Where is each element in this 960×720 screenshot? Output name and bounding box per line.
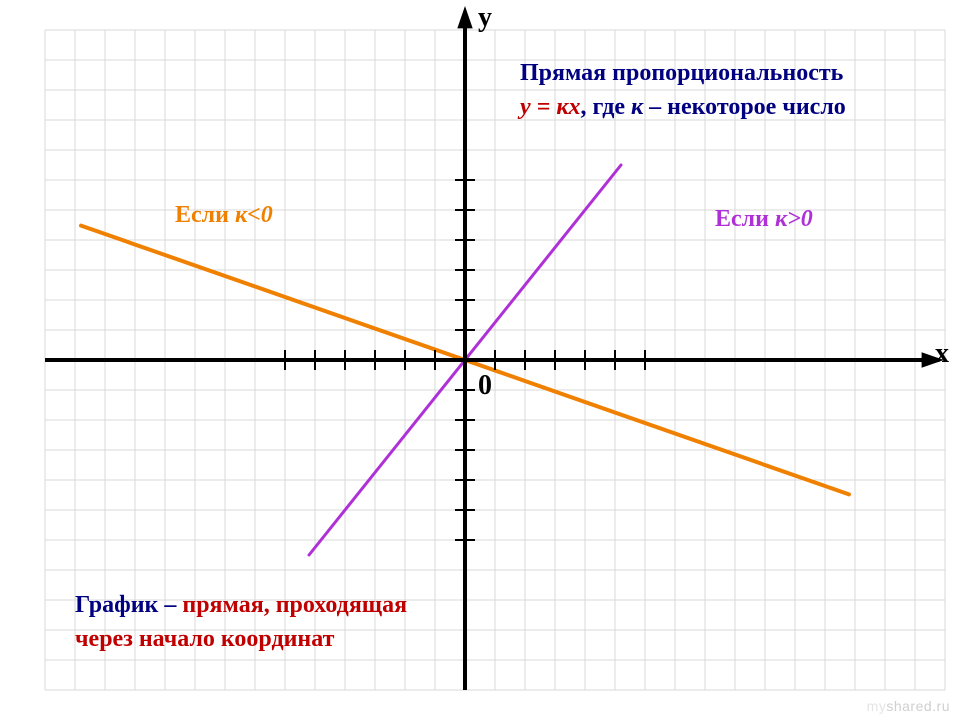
footer-line2: через начало координат — [75, 624, 334, 655]
watermark: myshared.ru — [867, 698, 950, 714]
watermark-prefix: my — [867, 698, 887, 714]
title-line1: Прямая пропорциональность — [520, 58, 843, 89]
neg-k-label: Если к<0 — [175, 200, 273, 231]
origin-label: 0 — [478, 368, 492, 404]
axis-y-label: y — [478, 0, 492, 36]
footer-line1: График – прямая, проходящая — [75, 590, 407, 621]
title-line2: y = кx, где к – некоторое число — [520, 92, 846, 123]
axis-x-label: x — [935, 336, 949, 372]
pos-k-label: Если к>0 — [715, 204, 813, 235]
chart-stage: y x 0 Прямая пропорциональность y = кx, … — [0, 0, 960, 720]
watermark-rest: shared.ru — [886, 698, 950, 714]
